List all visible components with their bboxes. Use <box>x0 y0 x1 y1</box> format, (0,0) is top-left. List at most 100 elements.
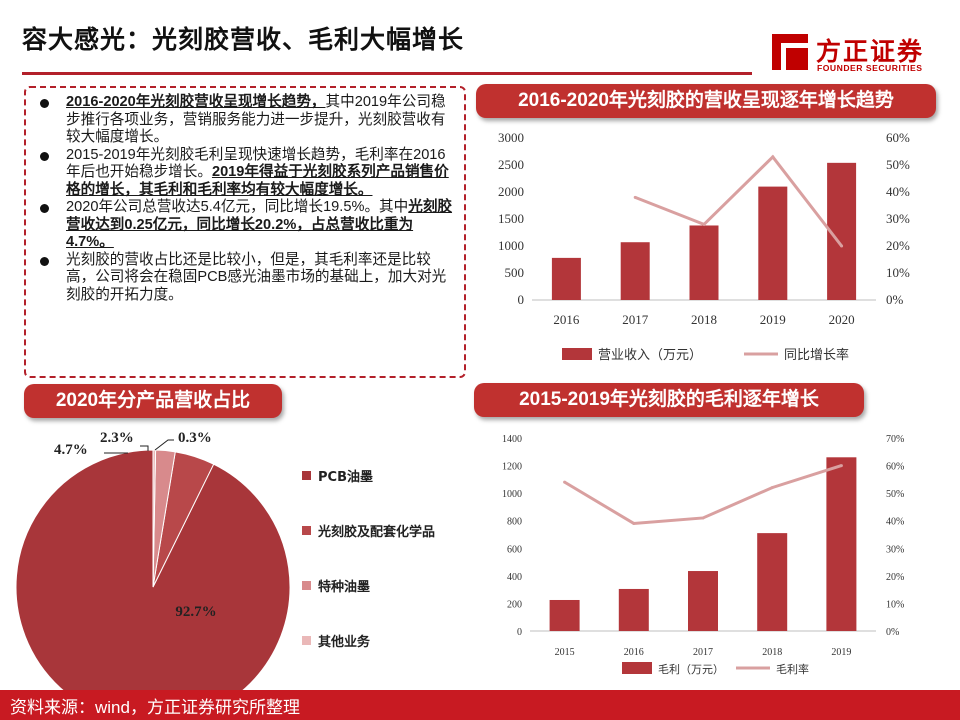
legend-swatch <box>302 581 311 590</box>
y-tick-label: 0 <box>518 292 525 307</box>
y2-tick-label: 50% <box>886 157 910 172</box>
y-tick-label: 400 <box>507 572 522 583</box>
bullet-text: 光刻胶的营收占比还是比较小，但是，其毛利率还是比较高，公司将会在稳固PCB感光油… <box>66 251 447 303</box>
y-tick-label: 2000 <box>498 184 524 199</box>
line-point <box>840 244 844 248</box>
bar <box>757 533 788 631</box>
bar <box>758 186 788 300</box>
bar <box>688 571 718 631</box>
y2-tick-label: 0% <box>886 627 899 638</box>
bar <box>549 599 580 631</box>
line-point <box>563 480 567 484</box>
y2-tick-label: 10% <box>886 265 910 280</box>
legend-label: 毛利（万元） <box>658 663 724 676</box>
y-tick-label: 1200 <box>502 462 522 473</box>
x-tick-label: 2015 <box>555 647 575 658</box>
bullet-dot-icon <box>40 256 49 266</box>
logo-text-cn: 方正证券 <box>816 38 925 66</box>
footer-bar: 资料来源：wind，方正证券研究所整理 <box>0 690 960 720</box>
bullet-emphasis: 2019年得益于光刻胶系列产品销售价格的增长，其毛利和毛利率均有较大幅度增长。 <box>66 164 449 198</box>
y2-tick-label: 40% <box>886 184 910 199</box>
x-tick-label: 2016 <box>624 647 644 658</box>
x-tick-label: 2016 <box>553 312 580 327</box>
legend-swatch-bar <box>562 348 592 360</box>
legend-swatch <box>302 636 311 645</box>
y-tick-label: 1500 <box>498 211 524 226</box>
company-logo: 方正证券 FOUNDER SECURITIES <box>770 32 940 78</box>
pie-data-label: 4.7% <box>54 442 88 458</box>
y2-tick-label: 30% <box>886 211 910 226</box>
bullet-item: 2015-2019年光刻胶毛利呈现快速增长趋势，毛利率在2016年后也开始稳步增… <box>40 147 454 200</box>
y2-tick-label: 40% <box>886 517 904 528</box>
logo-text-en: FOUNDER SECURITIES <box>817 63 923 73</box>
y-tick-label: 2500 <box>498 157 524 172</box>
legend-label: PCB油墨 <box>318 469 373 485</box>
bullet-dot-icon <box>40 204 49 213</box>
line-point <box>770 486 774 490</box>
y-tick-label: 600 <box>507 544 522 555</box>
y-tick-label: 0 <box>517 627 522 638</box>
y2-tick-label: 0% <box>886 292 904 307</box>
bullet-text: 2020年公司总营收达5.4亿元，同比增长19.5%。其中 <box>66 199 409 215</box>
bullet-emphasis: 2016-2020年光刻胶营收呈现增长趋势， <box>66 94 326 110</box>
y2-tick-label: 30% <box>886 544 904 555</box>
bar <box>551 257 581 300</box>
bullet-text: 其中2019年公司稳步推行各项业务，营销服务能力进一步提升，光刻胶营收有较大幅度… <box>66 94 446 145</box>
bullet-emphasis: 光刻胶营收达到0.25亿元，同比增长20.2%，占总营收比重为4.7%。 <box>66 199 453 250</box>
x-tick-label: 2020 <box>829 312 855 327</box>
leader-line <box>140 445 149 451</box>
legend-swatch-bar <box>622 662 652 674</box>
pie-data-label: 2.3% <box>100 430 134 446</box>
line-point <box>839 464 843 468</box>
bullet-text: 2015-2019年光刻胶毛利呈现快速增长趋势，毛利率在2016年后也开始稳步增… <box>66 146 446 181</box>
y2-tick-label: 10% <box>886 599 904 610</box>
bullet-dot-icon <box>40 99 49 108</box>
bar <box>620 242 650 300</box>
legend-label: 特种油墨 <box>318 579 370 595</box>
line-point <box>633 195 637 199</box>
revenue-chart-title: 2016-2020年光刻胶的营收呈现逐年增长趋势 <box>476 84 936 118</box>
y2-tick-label: 20% <box>886 572 904 583</box>
pie-chart-title: 2020年分产品营收占比 <box>24 384 282 418</box>
legend-label: 营业收入（万元） <box>598 348 702 363</box>
x-tick-label: 2019 <box>760 312 786 327</box>
pie-data-label: 92.7% <box>175 604 216 620</box>
legend-label: 毛利率 <box>776 662 809 676</box>
y-tick-label: 1000 <box>498 238 524 253</box>
founder-logo-icon <box>772 34 808 70</box>
line-point <box>701 516 705 520</box>
bullet-item: 2016-2020年光刻胶营收呈现增长趋势，其中2019年公司稳步推行各项业务，… <box>40 94 454 147</box>
legend-swatch <box>302 471 311 480</box>
series-line <box>634 154 843 247</box>
y2-tick-label: 60% <box>886 130 910 145</box>
y-tick-label: 3000 <box>498 130 524 145</box>
legend-label: 同比增长率 <box>784 347 849 363</box>
gross-profit-chart-title: 2015-2019年光刻胶的毛利逐年增长 <box>474 383 864 417</box>
gross-profit-chart: 0 200 400 600 800 1000 1200 1400 0% 10% 20% 30% 40% 5… <box>502 434 904 676</box>
bullet-dot-icon <box>40 151 49 161</box>
revenue-chart: 0 500 1000 1500 2000 2500 3000 0% 10% 20% 30% 40% 50… <box>498 130 910 363</box>
y-tick-label: 1400 <box>502 434 522 445</box>
y2-tick-label: 70% <box>886 434 904 445</box>
line-point <box>702 222 706 226</box>
legend-label: 其他业务 <box>318 634 371 650</box>
x-tick-label: 2019 <box>831 647 851 658</box>
leader-line <box>154 439 174 451</box>
summary-box: 2016-2020年光刻胶营收呈现增长趋势，其中2019年公司稳步推行各项业务，… <box>24 86 466 378</box>
y2-tick-label: 50% <box>886 489 904 500</box>
title-divider <box>22 72 752 75</box>
y2-tick-label: 60% <box>886 462 904 473</box>
bar <box>618 588 649 631</box>
footer-source: 资料来源：wind，方正证券研究所整理 <box>10 698 300 717</box>
x-tick-label: 2017 <box>693 647 713 658</box>
y-tick-label: 500 <box>505 265 525 280</box>
x-tick-label: 2018 <box>762 647 782 658</box>
x-tick-label: 2018 <box>691 312 717 327</box>
y-tick-label: 800 <box>507 517 522 528</box>
bullet-item: 2020年公司总营收达5.4亿元，同比增长19.5%。其中光刻胶营收达到0.25… <box>40 199 454 252</box>
pie-data-label: 0.3% <box>178 430 212 446</box>
y-tick-label: 1000 <box>502 489 522 500</box>
y-tick-label: 200 <box>507 599 522 610</box>
line-point <box>771 155 775 159</box>
legend-label: 光刻胶及配套化学品 <box>317 524 435 540</box>
